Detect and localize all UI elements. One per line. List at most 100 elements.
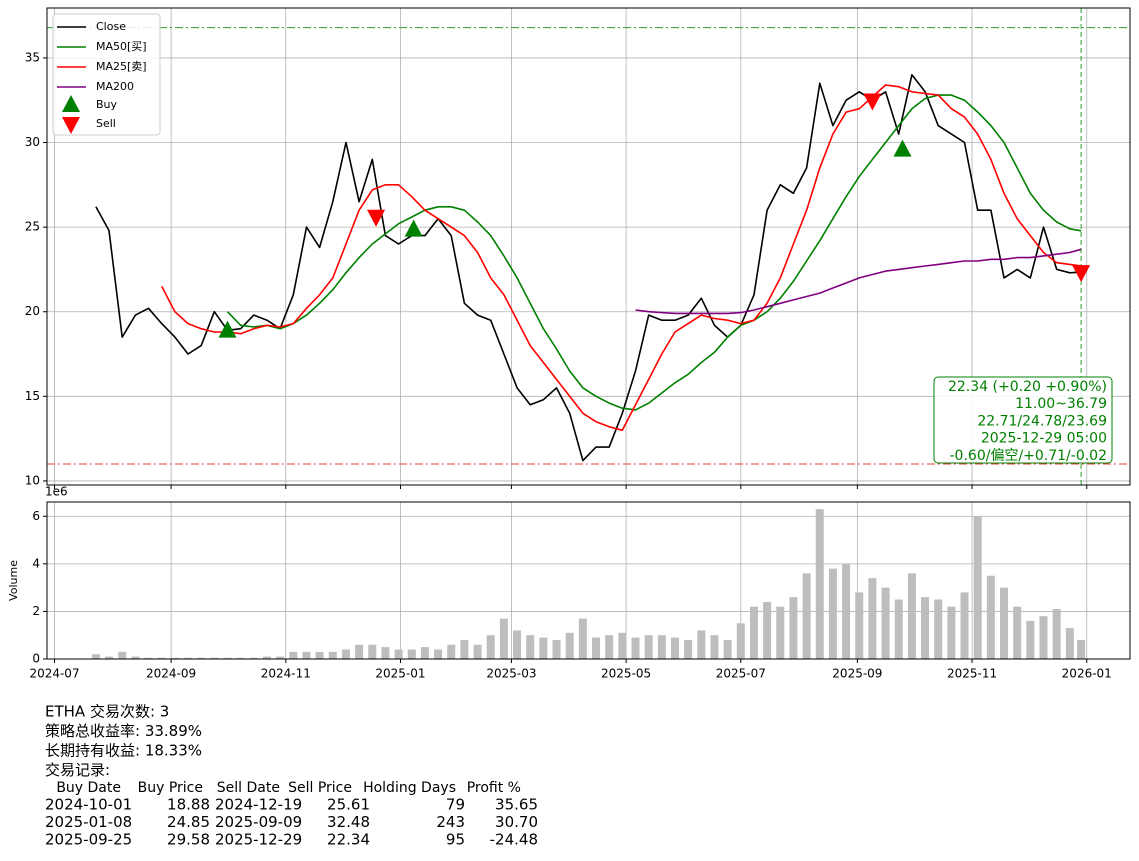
table-header: Sell Date [217, 780, 280, 796]
table-cell: 25.61 [327, 796, 370, 814]
axes-frame [46, 501, 1131, 660]
table-cell: 22.34 [327, 831, 370, 849]
volume-bar [157, 657, 166, 659]
volume-bar [578, 618, 587, 659]
volume-bar [881, 587, 890, 659]
table-header: Profit % [467, 780, 521, 796]
volume-bar [262, 656, 271, 659]
legend-swatch [62, 117, 80, 134]
volume-bar [986, 575, 995, 659]
volume-bar [973, 516, 982, 659]
axes-frame [46, 7, 1131, 486]
signal-marker [1072, 265, 1091, 283]
table-cell: 2025-09-25 [45, 831, 132, 849]
legend-swatch [62, 95, 80, 112]
x-tick-label: 2025-09 [832, 667, 882, 681]
table-header: Sell Price [288, 780, 352, 796]
volume-bar [763, 601, 772, 659]
table-cell: 30.70 [495, 813, 538, 831]
volume-bar [131, 656, 140, 659]
legend-label: MA200 [96, 80, 134, 93]
info-text: -0.60/偏空/+0.71/-0.02 [950, 448, 1108, 464]
volume-bar [315, 651, 324, 659]
volume-bar [420, 647, 429, 659]
volume-bar [447, 644, 456, 659]
info-text: 22.71/24.78/23.69 [977, 413, 1107, 429]
volume-bar [1026, 620, 1035, 659]
volume-bar [1065, 628, 1074, 659]
info-text: 2025-12-29 05:00 [981, 431, 1107, 447]
volume-bar [921, 597, 930, 659]
signal-marker [404, 219, 423, 237]
volume-bar [749, 606, 758, 659]
volume-bar [697, 630, 706, 659]
volume-bar [118, 651, 127, 659]
volume-bar [513, 630, 522, 659]
volume-bar [197, 657, 206, 659]
info-text: 22.34 (+0.20 +0.90%) [948, 379, 1107, 395]
volume-bar [1052, 609, 1061, 659]
signal-marker [893, 139, 912, 157]
y-tick-label: 2 [32, 604, 40, 618]
legend: Close MA50[买] MA25[卖] MA200 Buy Sell [52, 13, 161, 136]
volume-bar [934, 599, 943, 659]
table-cell: 2025-01-08 [45, 813, 132, 831]
volume-bar [605, 635, 614, 659]
volume-bar [710, 635, 719, 659]
volume-bar [670, 637, 679, 659]
volume-bar [907, 573, 916, 659]
table-cell: -24.48 [490, 831, 538, 849]
volume-bar [592, 637, 601, 659]
table-cell: 2024-12-19 [215, 796, 302, 814]
volume-bar [684, 639, 693, 659]
y-tick-label: 15 [25, 389, 40, 403]
legend-label: MA25[卖] [96, 60, 147, 73]
volume-bar [341, 649, 350, 659]
x-tick-label: 2025-01 [375, 667, 425, 681]
table-cell: 79 [446, 796, 465, 814]
volume-bar [368, 644, 377, 659]
volume-bar [526, 635, 535, 659]
volume-bar [499, 618, 508, 659]
volume-bar [328, 651, 337, 659]
table-cell: 95 [446, 831, 465, 849]
summary-text: ETHA 交易次数: 3 [45, 703, 169, 721]
volume-bar [355, 644, 364, 659]
x-tick-label: 2025-05 [601, 667, 651, 681]
volume-bar [91, 654, 100, 659]
table-cell: 18.88 [167, 796, 210, 814]
table-cell: 2024-10-01 [45, 796, 132, 814]
volume-bar [460, 639, 469, 659]
volume-bar [855, 592, 864, 659]
legend-label: Sell [96, 117, 116, 130]
offset-label: 1e6 [45, 485, 68, 499]
table-header: Holding Days [363, 780, 456, 796]
volume-bar [486, 635, 495, 659]
table-cell: 24.85 [167, 813, 210, 831]
volume-bar [407, 649, 416, 659]
signal-marker [218, 320, 237, 338]
volume-bar [210, 657, 219, 659]
volume-bar [815, 509, 824, 659]
volume-bar [144, 657, 153, 659]
x-tick-label: 2024-11 [261, 667, 311, 681]
legend-label: MA50[买] [96, 40, 147, 53]
volume-bar [434, 649, 443, 659]
legend-label: Buy [96, 98, 118, 111]
summary-text: 交易记录: [45, 761, 110, 779]
table-cell: 2025-12-29 [215, 831, 302, 849]
volume-bar [1039, 616, 1048, 659]
legend-box [52, 13, 161, 136]
table-cell: 29.58 [167, 831, 210, 849]
volume-bar [947, 606, 956, 659]
volume-bar [868, 578, 877, 659]
volume-bar [723, 639, 732, 659]
signal-marker [863, 93, 882, 111]
volume-bar [105, 656, 114, 659]
table-cell: 32.48 [327, 813, 370, 831]
volume-bar [618, 632, 627, 659]
line-series [160, 84, 1082, 431]
x-tick-label: 2025-11 [947, 667, 997, 681]
volume-bar [565, 632, 574, 659]
